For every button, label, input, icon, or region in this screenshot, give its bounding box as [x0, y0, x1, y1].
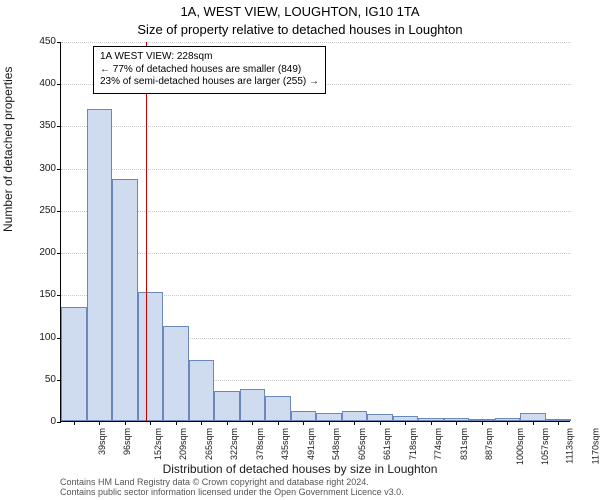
ytick-mark: [57, 169, 61, 170]
ytick-mark: [57, 211, 61, 212]
xtick-mark: [533, 421, 534, 425]
histogram-bar: [291, 411, 317, 421]
histogram-bar: [163, 326, 189, 421]
y-axis-label: Number of detached properties: [1, 67, 15, 232]
histogram-bar: [342, 411, 368, 421]
histogram-bar: [61, 307, 87, 421]
xtick-mark: [405, 421, 406, 425]
xtick-label: 1170sqm: [591, 428, 600, 464]
attribution-line: Contains public sector information licen…: [60, 488, 404, 498]
xtick-mark: [303, 421, 304, 425]
xtick-label: 605sqm: [357, 428, 367, 460]
histogram-bar: [240, 389, 266, 421]
ytick-label: 150: [16, 289, 56, 300]
ytick-label: 250: [16, 205, 56, 216]
grid-line: [61, 126, 571, 127]
grid-line: [61, 42, 571, 43]
xtick-mark: [252, 421, 253, 425]
histogram-bar: [520, 413, 546, 421]
xtick-mark: [456, 421, 457, 425]
ytick-mark: [57, 126, 61, 127]
xtick-label: 322sqm: [229, 428, 239, 460]
ytick-mark: [57, 84, 61, 85]
xtick-label: 435sqm: [280, 428, 290, 460]
ytick-label: 50: [16, 374, 56, 385]
x-axis-label: Distribution of detached houses by size …: [0, 462, 600, 476]
xtick-mark: [278, 421, 279, 425]
xtick-label: 265sqm: [204, 428, 214, 460]
histogram-bar: [138, 292, 164, 421]
xtick-label: 491sqm: [306, 428, 316, 460]
attribution-text: Contains HM Land Registry data © Crown c…: [60, 478, 404, 498]
property-marker-line: [146, 42, 147, 421]
plot-area: 1A WEST VIEW: 228sqm← 77% of detached ho…: [60, 42, 570, 422]
xtick-label: 152sqm: [153, 428, 163, 460]
xtick-mark: [150, 421, 151, 425]
xtick-label: 1113sqm: [564, 428, 574, 464]
xtick-mark: [74, 421, 75, 425]
ytick-mark: [57, 42, 61, 43]
property-annotation: 1A WEST VIEW: 228sqm← 77% of detached ho…: [93, 46, 326, 94]
ytick-label: 200: [16, 247, 56, 258]
chart-title: 1A, WEST VIEW, LOUGHTON, IG10 1TA: [0, 4, 600, 19]
xtick-label: 831sqm: [459, 428, 469, 460]
grid-line: [61, 211, 571, 212]
xtick-mark: [99, 421, 100, 425]
histogram-bar: [367, 414, 393, 421]
ytick-label: 450: [16, 36, 56, 47]
histogram-bar: [87, 109, 113, 421]
xtick-label: 887sqm: [484, 428, 494, 460]
xtick-label: 1057sqm: [540, 428, 550, 465]
xtick-label: 39sqm: [97, 428, 107, 455]
histogram-bar: [316, 413, 342, 421]
xtick-mark: [558, 421, 559, 425]
xtick-label: 209sqm: [178, 428, 188, 460]
xtick-label: 1000sqm: [515, 428, 525, 465]
xtick-mark: [482, 421, 483, 425]
ytick-label: 350: [16, 120, 56, 131]
ytick-label: 400: [16, 78, 56, 89]
histogram-bar: [265, 396, 291, 421]
ytick-label: 0: [16, 416, 56, 427]
xtick-mark: [507, 421, 508, 425]
xtick-label: 96sqm: [122, 428, 132, 455]
ytick-label: 100: [16, 332, 56, 343]
xtick-label: 661sqm: [382, 428, 392, 460]
ytick-mark: [57, 422, 61, 423]
ytick-mark: [57, 295, 61, 296]
xtick-label: 774sqm: [433, 428, 443, 460]
histogram-bar: [214, 391, 240, 421]
xtick-mark: [125, 421, 126, 425]
annotation-line: 1A WEST VIEW: 228sqm: [100, 51, 319, 64]
xtick-label: 378sqm: [255, 428, 265, 460]
xtick-mark: [380, 421, 381, 425]
property-size-histogram: 1A, WEST VIEW, LOUGHTON, IG10 1TA Size o…: [0, 0, 600, 500]
xtick-label: 548sqm: [331, 428, 341, 460]
histogram-bar: [112, 179, 138, 421]
xtick-label: 718sqm: [408, 428, 418, 460]
annotation-line: 23% of semi-detached houses are larger (…: [100, 76, 319, 89]
ytick-mark: [57, 253, 61, 254]
xtick-mark: [227, 421, 228, 425]
xtick-mark: [329, 421, 330, 425]
annotation-line: ← 77% of detached houses are smaller (84…: [100, 64, 319, 77]
xtick-mark: [431, 421, 432, 425]
grid-line: [61, 253, 571, 254]
xtick-mark: [201, 421, 202, 425]
xtick-mark: [354, 421, 355, 425]
grid-line: [61, 169, 571, 170]
histogram-bar: [189, 360, 215, 421]
xtick-mark: [176, 421, 177, 425]
chart-subtitle: Size of property relative to detached ho…: [0, 22, 600, 37]
ytick-label: 300: [16, 163, 56, 174]
